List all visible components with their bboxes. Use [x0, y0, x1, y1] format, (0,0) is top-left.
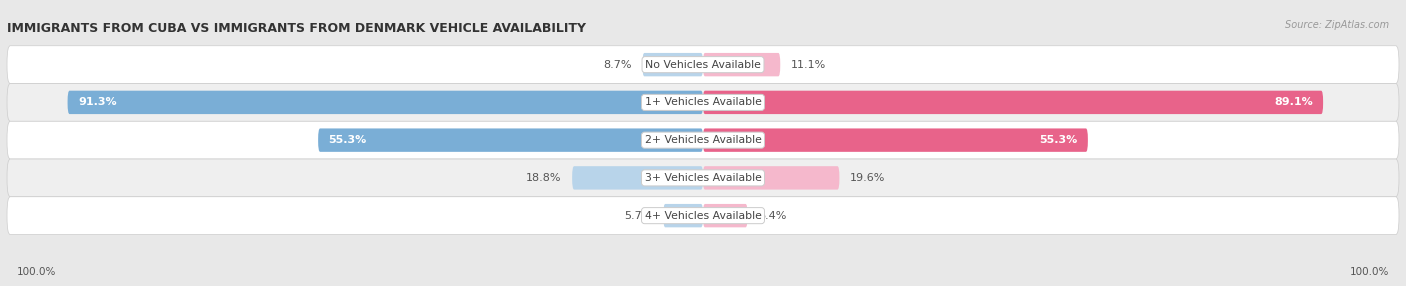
Text: 18.8%: 18.8% — [526, 173, 562, 183]
FancyBboxPatch shape — [664, 204, 703, 227]
Text: 100.0%: 100.0% — [17, 267, 56, 277]
FancyBboxPatch shape — [67, 91, 703, 114]
FancyBboxPatch shape — [7, 197, 1399, 235]
FancyBboxPatch shape — [7, 46, 1399, 84]
FancyBboxPatch shape — [7, 121, 1399, 159]
Text: 5.7%: 5.7% — [624, 211, 652, 221]
FancyBboxPatch shape — [318, 128, 703, 152]
Text: 1+ Vehicles Available: 1+ Vehicles Available — [644, 98, 762, 107]
Text: 8.7%: 8.7% — [603, 60, 633, 69]
FancyBboxPatch shape — [703, 166, 839, 190]
FancyBboxPatch shape — [572, 166, 703, 190]
FancyBboxPatch shape — [703, 91, 1323, 114]
Text: 100.0%: 100.0% — [1350, 267, 1389, 277]
FancyBboxPatch shape — [703, 128, 1088, 152]
Text: 89.1%: 89.1% — [1274, 98, 1313, 107]
Text: 55.3%: 55.3% — [329, 135, 367, 145]
Text: 55.3%: 55.3% — [1039, 135, 1077, 145]
Text: 3+ Vehicles Available: 3+ Vehicles Available — [644, 173, 762, 183]
Text: 11.1%: 11.1% — [790, 60, 825, 69]
Text: 6.4%: 6.4% — [758, 211, 786, 221]
Text: 91.3%: 91.3% — [77, 98, 117, 107]
Text: 4+ Vehicles Available: 4+ Vehicles Available — [644, 211, 762, 221]
FancyBboxPatch shape — [703, 204, 748, 227]
FancyBboxPatch shape — [7, 159, 1399, 197]
FancyBboxPatch shape — [643, 53, 703, 76]
Text: IMMIGRANTS FROM CUBA VS IMMIGRANTS FROM DENMARK VEHICLE AVAILABILITY: IMMIGRANTS FROM CUBA VS IMMIGRANTS FROM … — [7, 22, 586, 35]
Text: Source: ZipAtlas.com: Source: ZipAtlas.com — [1285, 20, 1389, 30]
Text: No Vehicles Available: No Vehicles Available — [645, 60, 761, 69]
FancyBboxPatch shape — [7, 84, 1399, 121]
FancyBboxPatch shape — [703, 53, 780, 76]
Text: 2+ Vehicles Available: 2+ Vehicles Available — [644, 135, 762, 145]
Text: 19.6%: 19.6% — [849, 173, 886, 183]
